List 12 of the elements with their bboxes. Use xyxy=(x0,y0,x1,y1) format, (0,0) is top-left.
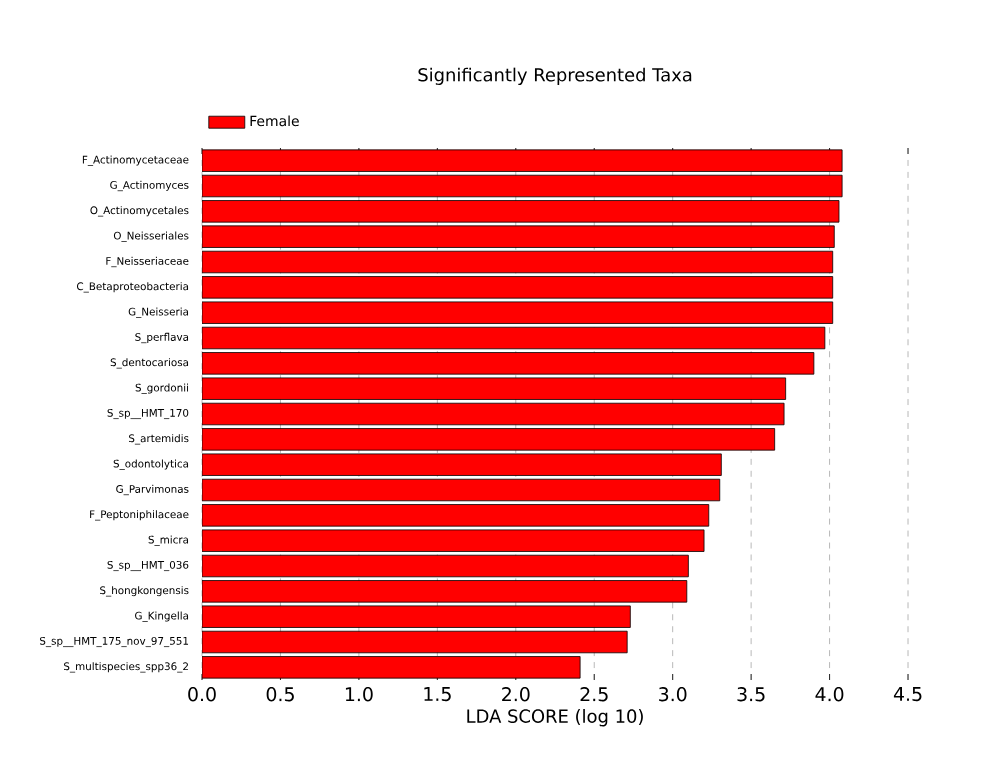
x-tick-label: 3.5 xyxy=(737,687,765,702)
x-tick-label: 4.0 xyxy=(815,687,844,702)
x-tick-label: 4.5 xyxy=(893,687,922,702)
x-tick-label: 1.0 xyxy=(345,687,373,702)
x-tick-label: 1.5 xyxy=(424,687,451,702)
x-tick-label: 3.0 xyxy=(659,687,687,702)
x-tick-label: 0.5 xyxy=(266,687,294,702)
x-axis-title: LDA SCORE (log 10) xyxy=(467,709,643,727)
x-tick-label: 0.0 xyxy=(188,687,216,702)
chart-title: Significantly Represented Taxa xyxy=(418,67,692,85)
x-tick-label: 2.0 xyxy=(502,687,530,702)
x-tick-label: 2.5 xyxy=(580,687,608,702)
